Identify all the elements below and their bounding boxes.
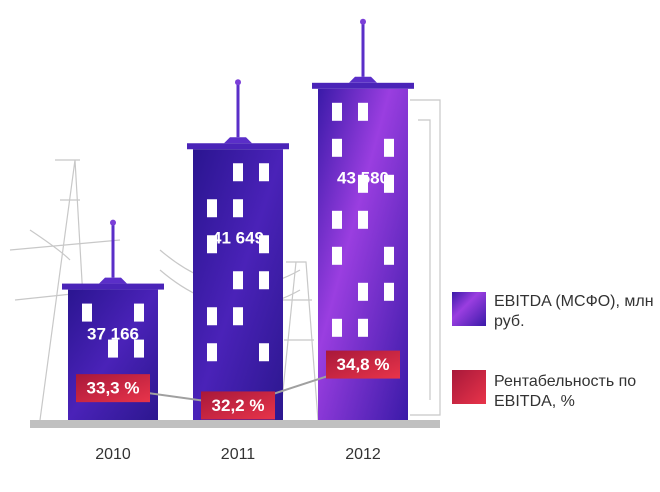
- legend-swatch: [452, 292, 486, 326]
- window: [358, 174, 368, 193]
- x-tick-label: 2010: [95, 446, 131, 463]
- window: [207, 199, 217, 218]
- background-decoration: [9, 99, 441, 421]
- value-label: 33,3 %: [87, 379, 140, 398]
- window: [332, 246, 342, 265]
- window: [108, 339, 118, 358]
- legend-label: EBITDA (МСФО), млн руб.: [494, 293, 654, 330]
- x-tick-label: 2012: [345, 446, 381, 463]
- value-label: 34,8 %: [337, 355, 390, 374]
- window: [233, 271, 243, 290]
- window: [358, 318, 368, 337]
- window: [259, 343, 269, 362]
- margin-box: [201, 391, 275, 420]
- antenna-tip: [235, 79, 241, 86]
- value-label: 43 580: [337, 168, 389, 187]
- window: [358, 282, 368, 301]
- window: [233, 199, 243, 218]
- roof-ledge: [62, 283, 164, 290]
- window: [358, 102, 368, 121]
- window: [332, 138, 342, 157]
- window: [233, 307, 243, 326]
- window: [233, 163, 243, 182]
- legend-swatch: [452, 370, 486, 404]
- window: [384, 138, 394, 157]
- window: [332, 102, 342, 121]
- window: [259, 163, 269, 182]
- window: [259, 235, 269, 254]
- roof: [224, 137, 252, 144]
- roof-ledge: [187, 143, 289, 150]
- roof: [349, 76, 377, 83]
- window: [207, 235, 217, 254]
- legend-label: Рентабельность по EBITDA, %: [494, 373, 637, 410]
- antenna-tip: [360, 18, 366, 25]
- roof: [99, 277, 127, 284]
- ground: [30, 420, 440, 428]
- window: [82, 303, 92, 322]
- value-label: 32,2 %: [212, 396, 265, 415]
- window: [134, 339, 144, 358]
- value-label: 41 649: [212, 229, 264, 248]
- window: [134, 303, 144, 322]
- window: [332, 318, 342, 337]
- window: [384, 282, 394, 301]
- window: [332, 210, 342, 229]
- window: [384, 246, 394, 265]
- margin-box: [326, 350, 400, 379]
- roof-ledge: [312, 82, 414, 89]
- window: [259, 271, 269, 290]
- x-tick-label: 2011: [221, 446, 256, 463]
- value-label: 37 166: [87, 324, 139, 343]
- window: [207, 343, 217, 362]
- window: [207, 307, 217, 326]
- window: [358, 210, 368, 229]
- antenna-tip: [110, 219, 116, 226]
- window: [384, 174, 394, 193]
- margin-box: [76, 374, 150, 403]
